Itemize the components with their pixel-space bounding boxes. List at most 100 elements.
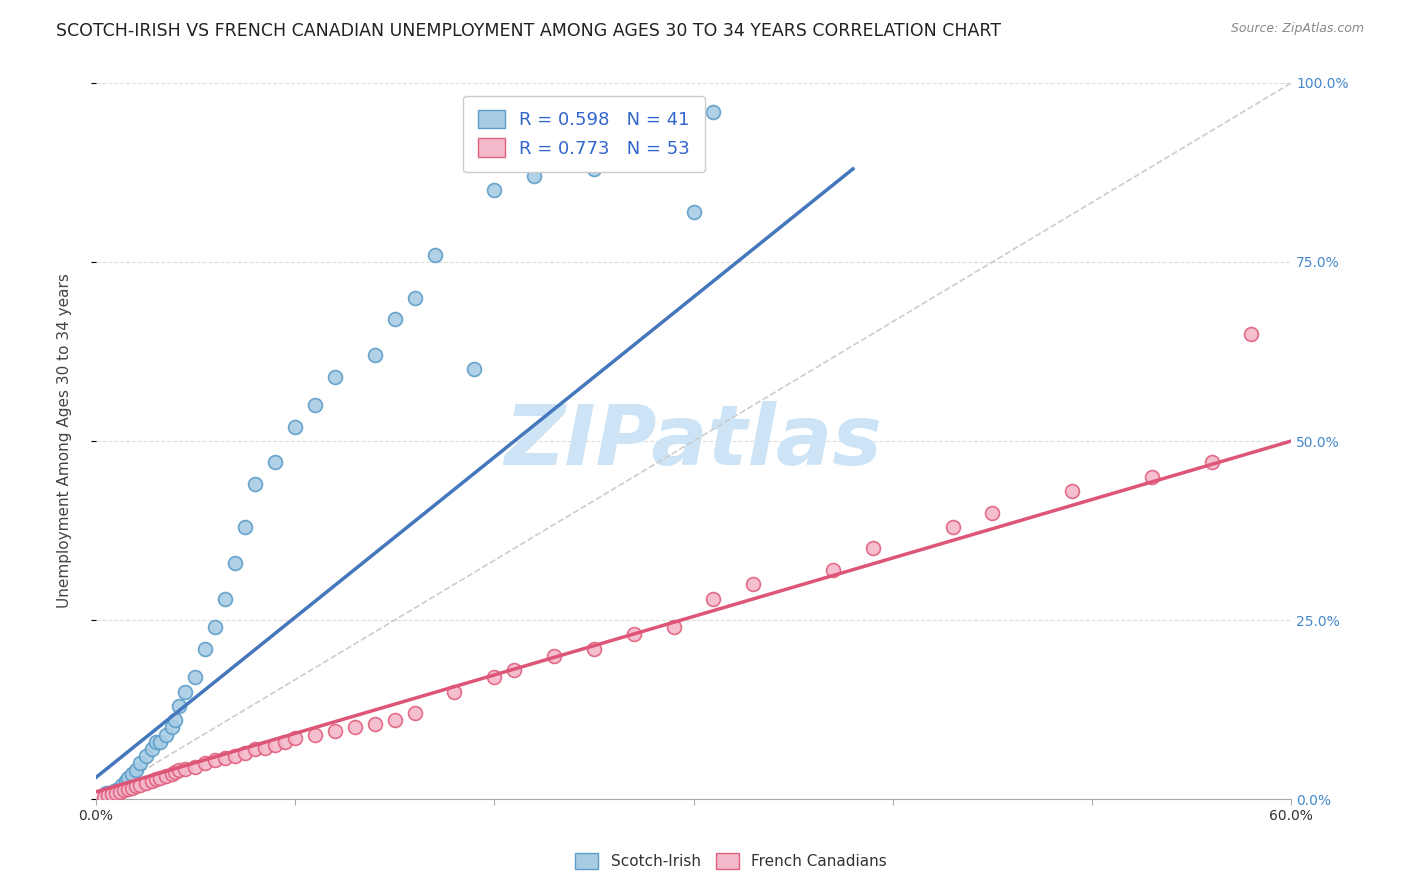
Point xyxy=(245,742,267,756)
Point xyxy=(93,789,115,804)
Point xyxy=(169,764,191,778)
Point xyxy=(304,728,326,742)
Point xyxy=(1140,470,1163,484)
Point xyxy=(155,769,177,783)
Point xyxy=(1201,455,1223,469)
Point xyxy=(174,684,197,698)
Point xyxy=(463,362,485,376)
Point xyxy=(145,772,167,786)
Point xyxy=(1062,484,1084,499)
Point xyxy=(111,778,134,792)
Point xyxy=(114,774,136,789)
Point xyxy=(384,713,406,727)
Point xyxy=(112,783,135,797)
Point xyxy=(204,620,226,634)
Point xyxy=(135,749,157,764)
Point xyxy=(160,721,183,735)
Point xyxy=(214,591,236,606)
Point xyxy=(194,641,217,656)
Point xyxy=(254,740,277,755)
Point xyxy=(623,627,645,641)
Point xyxy=(274,735,297,749)
Point xyxy=(141,742,163,756)
Point xyxy=(503,663,526,677)
Point xyxy=(323,724,346,739)
Point xyxy=(148,771,170,785)
Point xyxy=(384,312,406,326)
Point xyxy=(404,291,426,305)
Point xyxy=(662,620,685,634)
Point xyxy=(942,520,965,534)
Point xyxy=(124,779,146,793)
Legend: R = 0.598   N = 41, R = 0.773   N = 53: R = 0.598 N = 41, R = 0.773 N = 53 xyxy=(464,95,704,172)
Point xyxy=(128,778,150,792)
Point xyxy=(214,750,236,764)
Point xyxy=(174,762,197,776)
Point xyxy=(184,670,207,684)
Point xyxy=(523,169,546,183)
Point xyxy=(603,119,626,133)
Point xyxy=(145,735,167,749)
Point xyxy=(121,781,143,796)
Point xyxy=(484,670,506,684)
Point xyxy=(682,204,704,219)
Point xyxy=(104,783,127,797)
Y-axis label: Unemployment Among Ages 30 to 34 years: Unemployment Among Ages 30 to 34 years xyxy=(58,274,72,608)
Point xyxy=(423,248,446,262)
Point xyxy=(284,731,307,746)
Point xyxy=(323,369,346,384)
Point xyxy=(117,771,139,785)
Point xyxy=(484,183,506,197)
Point xyxy=(104,786,127,800)
Point xyxy=(160,767,183,781)
Point xyxy=(135,776,157,790)
Point xyxy=(184,760,207,774)
Point xyxy=(121,767,143,781)
Point xyxy=(702,591,724,606)
Point xyxy=(155,728,177,742)
Point xyxy=(233,746,256,760)
Point xyxy=(233,520,256,534)
Point xyxy=(224,749,246,764)
Point xyxy=(108,781,131,796)
Point xyxy=(141,774,163,789)
Point xyxy=(165,713,187,727)
Point xyxy=(821,563,844,577)
Point xyxy=(364,717,387,731)
Point xyxy=(343,721,366,735)
Point xyxy=(245,477,267,491)
Point xyxy=(204,753,226,767)
Point xyxy=(108,785,131,799)
Point xyxy=(148,735,170,749)
Point xyxy=(264,739,287,753)
Text: SCOTCH-IRISH VS FRENCH CANADIAN UNEMPLOYMENT AMONG AGES 30 TO 34 YEARS CORRELATI: SCOTCH-IRISH VS FRENCH CANADIAN UNEMPLOY… xyxy=(56,22,1001,40)
Point xyxy=(165,764,187,779)
Point xyxy=(702,104,724,119)
Point xyxy=(742,577,765,591)
Point xyxy=(128,756,150,771)
Point xyxy=(981,506,1004,520)
Point xyxy=(862,541,884,556)
Point xyxy=(543,648,565,663)
Point xyxy=(304,398,326,412)
Point xyxy=(582,641,605,656)
Point xyxy=(94,786,117,800)
Point xyxy=(264,455,287,469)
Point xyxy=(117,782,139,797)
Point xyxy=(443,684,465,698)
Text: Source: ZipAtlas.com: Source: ZipAtlas.com xyxy=(1230,22,1364,36)
Point xyxy=(1240,326,1263,341)
Point xyxy=(100,785,122,799)
Legend: Scotch-Irish, French Canadians: Scotch-Irish, French Canadians xyxy=(569,847,893,875)
Point xyxy=(582,161,605,176)
Point xyxy=(364,348,387,362)
Point xyxy=(404,706,426,720)
Point xyxy=(194,756,217,771)
Point xyxy=(169,698,191,713)
Point xyxy=(100,787,122,801)
Point xyxy=(124,764,146,778)
Point xyxy=(224,556,246,570)
Text: ZIPatlas: ZIPatlas xyxy=(505,401,883,482)
Point xyxy=(284,419,307,434)
Point xyxy=(97,789,120,803)
